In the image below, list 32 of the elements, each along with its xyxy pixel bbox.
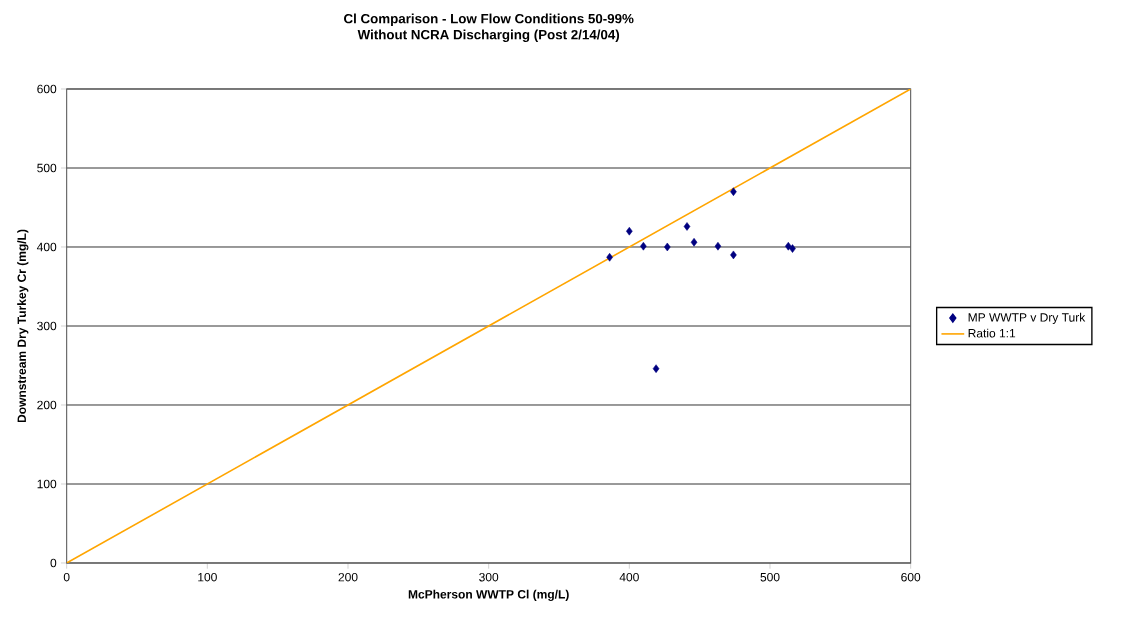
point [730,187,737,196]
x-tick-label: 500 [760,572,780,582]
point [606,253,613,262]
point [714,241,722,251]
point [652,364,660,373]
point [789,244,796,253]
x-tick-label: 400 [619,572,639,582]
y-tick-label: 500 [37,163,57,173]
point [785,241,792,251]
chart-subtitle: Without NCRA Discharging (Post 2/14/04) [357,29,620,43]
point [730,250,737,260]
point [690,237,698,247]
point [640,241,647,251]
y-tick-label: 0 [50,558,57,568]
y-tick-label: 300 [37,321,57,331]
legend-label: MP WWTP v Dry Turk [968,312,1086,325]
point [683,222,691,231]
x-tick-label: 0 [63,572,70,582]
point [664,242,671,252]
chart-title: Cl Comparison - Low Flow Conditions 50-99% [344,13,634,26]
y-tick-label: 200 [37,400,57,410]
x-tick-label: 200 [338,572,358,582]
x-tick-label: 100 [198,572,217,582]
x-tick-label: 300 [479,572,499,582]
y-tick-label: 100 [37,479,57,489]
y-tick-label: 400 [36,242,57,252]
x-tick-label: 600 [901,572,921,582]
y-tick-label: 600 [37,84,57,94]
x-axis-title: McPherson WWTP Cl (mg/L) [408,589,569,601]
y-axis-title: Downstream Dry Turkey Cr (mg/L) [17,229,29,423]
legend-label: Ratio 1:1 [968,328,1016,338]
point [626,226,633,236]
